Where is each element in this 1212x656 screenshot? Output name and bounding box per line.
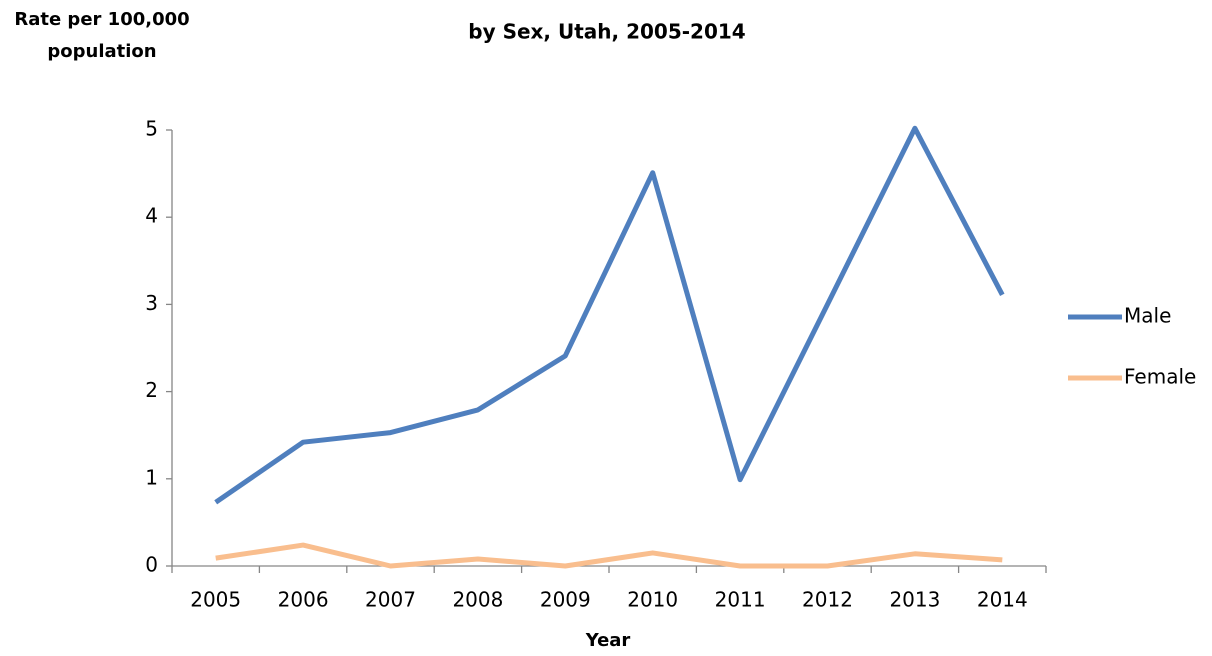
series-line	[215, 542, 1003, 569]
x-tick-label: 2007	[365, 588, 416, 612]
legend-label: Female	[1124, 365, 1196, 389]
x-tick-label: 2013	[889, 588, 940, 612]
chart-title: by Sex, Utah, 2005-2014	[468, 20, 745, 44]
y-tick-label: 3	[145, 291, 158, 315]
x-tick-label: 2014	[977, 588, 1028, 612]
x-tick-label: 2012	[802, 588, 853, 612]
x-tick-label: 2008	[452, 588, 503, 612]
x-tick-label: 2010	[627, 588, 678, 612]
y-tick-label: 0	[145, 553, 158, 577]
x-tick-label: 2011	[715, 588, 766, 612]
x-tick-label: 2009	[540, 588, 591, 612]
y-axis-label: Rate per 100,000	[14, 9, 189, 30]
y-tick-label: 5	[145, 117, 158, 141]
y-tick-label: 2	[145, 378, 158, 402]
y-tick-label: 1	[145, 465, 158, 489]
y-tick-label: 4	[145, 204, 158, 228]
x-axis-label: Year	[585, 630, 631, 651]
legend-label: Male	[1124, 304, 1171, 328]
y-axis-label: population	[47, 41, 156, 62]
series-line	[214, 125, 1005, 505]
x-tick-label: 2005	[190, 588, 241, 612]
x-tick-label: 2006	[278, 588, 329, 612]
